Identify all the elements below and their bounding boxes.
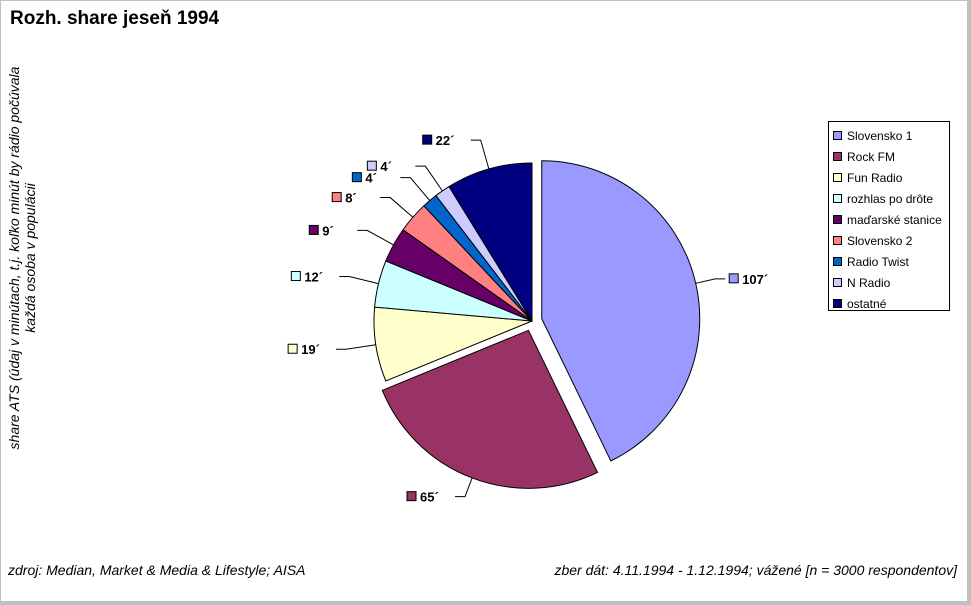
legend-label: Rock FM (847, 149, 895, 164)
legend-label: Radio Twist (847, 254, 909, 269)
leader-line (695, 278, 726, 284)
legend-item-radio-twist: Radio Twist (829, 251, 949, 272)
data-label-text: 4´ (380, 159, 392, 174)
legend-swatch (833, 173, 842, 182)
data-label-swatch (351, 172, 362, 183)
legend-label: ostatné (847, 296, 887, 311)
source-note: zdroj: Median, Market & Media & Lifestyl… (8, 562, 306, 578)
data-label-swatch (728, 273, 739, 284)
data-label: 22´ (422, 133, 455, 148)
data-label-swatch (422, 134, 433, 145)
legend-item-fun-radio: Fun Radio (829, 167, 949, 188)
data-label: 4´ (366, 159, 392, 174)
legend-swatch (833, 236, 842, 245)
data-label-text: 19´ (301, 342, 320, 357)
legend-label: maďarské stanice (847, 212, 942, 227)
legend-item-n-radio: N Radio (829, 272, 949, 293)
data-label-swatch (287, 343, 298, 354)
data-label-swatch (406, 491, 417, 502)
leader-line (357, 229, 394, 246)
data-label: 9´ (308, 223, 334, 238)
legend-item-rozhlas-po-drote: rozhlas po drôte (829, 188, 949, 209)
legend-label: rozhlas po drôte (847, 191, 934, 206)
data-label-text: 8´ (345, 191, 357, 206)
legend: Slovensko 1 Rock FM Fun Radio rozhlas po dr… (828, 121, 950, 311)
leader-line (400, 177, 431, 201)
chart-title: Rozh. share jeseň 1994 (10, 8, 220, 29)
legend-label: N Radio (847, 275, 891, 290)
legend-swatch (833, 194, 842, 203)
legend-swatch (833, 299, 842, 308)
data-label-text: 107´ (742, 272, 768, 287)
legend-item-ostatne: ostatné (829, 293, 949, 314)
legend-swatch (833, 215, 842, 224)
legend-label: Fun Radio (847, 170, 903, 185)
legend-item-slovensko-2: Slovensko 2 (829, 230, 949, 251)
data-label-text: 12´ (304, 270, 323, 285)
legend-item-rock-fm: Rock FM (829, 146, 949, 167)
leader-line (339, 276, 379, 285)
data-label: 19´ (287, 342, 320, 357)
pie-slice-ostatne (448, 162, 533, 323)
leader-line (336, 344, 376, 350)
leader-line (454, 477, 473, 498)
legend-swatch (833, 152, 842, 161)
collection-note: zber dát: 4.11.1994 - 1.12.1994; vážené … (554, 562, 957, 578)
data-label: 12´ (290, 270, 323, 285)
legend-swatch (833, 278, 842, 287)
data-label-swatch (366, 160, 377, 171)
legend-label: Slovensko 1 (847, 128, 913, 143)
data-label-text: 9´ (322, 223, 334, 238)
data-label-text: 22´ (436, 133, 455, 148)
data-label: 107´ (728, 272, 768, 287)
data-label-swatch (308, 224, 319, 235)
y-axis-label: share ATS (údaj v minútach, t.j. koľko m… (6, 66, 38, 450)
data-label: 8´ (331, 191, 357, 206)
pie-slice-slovensko-1 (541, 160, 701, 462)
legend-label: Slovensko 2 (847, 233, 913, 248)
data-label-swatch (290, 271, 301, 282)
data-label-swatch (331, 192, 342, 203)
legend-item-madarske-stanice: maďarské stanice (829, 209, 949, 230)
leader-line (380, 197, 414, 218)
data-label-text: 65´ (420, 490, 439, 505)
data-label: 4´ (351, 171, 377, 186)
leader-line (415, 165, 443, 192)
legend-swatch (833, 257, 842, 266)
pie-slice-rock-fm (381, 329, 599, 489)
legend-item-slovensko-1: Slovensko 1 (829, 125, 949, 146)
data-label-text: 4´ (365, 171, 377, 186)
leader-line (470, 139, 490, 170)
legend-swatch (833, 131, 842, 140)
data-label: 65´ (406, 490, 439, 505)
